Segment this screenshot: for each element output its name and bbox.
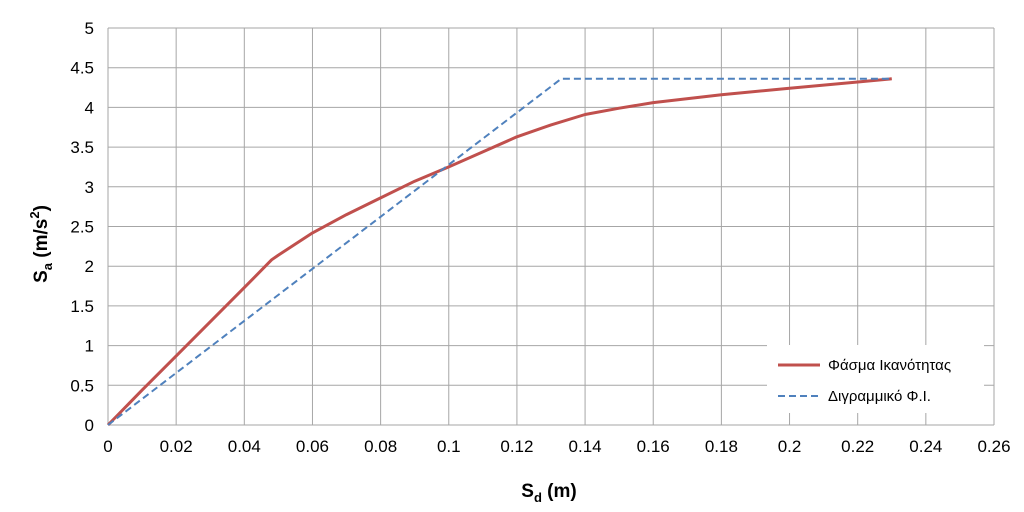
y-tick-label: 2 (85, 257, 94, 276)
grid (107, 27, 995, 426)
y-axis-title: Sa (m/s2) (27, 205, 55, 283)
x-tick-label: 0.02 (160, 437, 193, 456)
x-tick-label: 0.1 (437, 437, 461, 456)
x-tick-label: 0.14 (569, 437, 602, 456)
y-tick-label: 1.5 (70, 297, 94, 316)
y-tick-label: 3.5 (70, 138, 94, 157)
capacity-spectrum-line (106, 77, 892, 427)
x-tick-label: 0.2 (778, 437, 802, 456)
y-tick-label: 2.5 (70, 218, 94, 237)
x-tick-label: 0.12 (500, 437, 533, 456)
y-tick-label: 5 (85, 19, 94, 38)
x-tick-label: 0 (103, 437, 112, 456)
y-tick-labels: 0 0.5 1 1.5 2 2.5 3 3.5 4 4.5 5 (70, 19, 94, 435)
y-tick-label: 0 (85, 416, 94, 435)
series-lines (106, 77, 892, 427)
legend: Φάσμα Ικανότητας Διγραμμικό Φ.Ι. (767, 345, 984, 413)
y-tick-label: 1 (85, 337, 94, 356)
legend-label-capacity: Φάσμα Ικανότητας (828, 357, 951, 374)
bilinear-spectrum-line (107, 77, 892, 426)
x-tick-label: 0.06 (296, 437, 329, 456)
legend-box (767, 345, 984, 413)
x-tick-label: 0.22 (841, 437, 874, 456)
x-tick-label: 0.04 (228, 437, 261, 456)
y-tick-label: 4.5 (70, 59, 94, 78)
x-tick-label: 0.08 (364, 437, 397, 456)
x-tick-labels: 0 0.02 0.04 0.06 0.08 0.1 0.12 0.14 0.16 0.18 0.2 0… (103, 437, 1010, 456)
x-tick-label: 0.26 (977, 437, 1010, 456)
x-tick-label: 0.18 (705, 437, 738, 456)
y-tick-label: 4 (85, 98, 94, 117)
x-tick-label: 0.24 (909, 437, 942, 456)
x-axis-title: Sd (m) (521, 481, 576, 505)
y-tick-label: 0.5 (70, 376, 94, 395)
y-tick-label: 3 (85, 178, 94, 197)
legend-label-bilinear: Διγραμμικό Φ.Ι. (828, 388, 931, 405)
x-tick-label: 0.16 (637, 437, 670, 456)
